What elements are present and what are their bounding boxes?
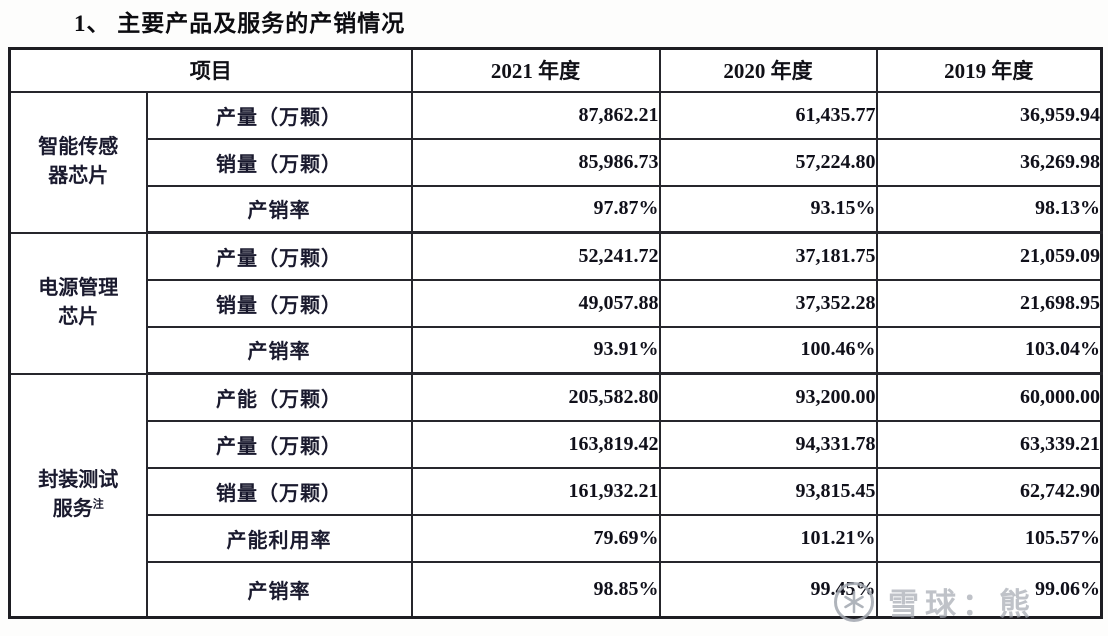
- value-2021: 161,932.21: [410, 466, 661, 516]
- value-2021: 85,986.73: [410, 137, 661, 187]
- value-2020: 93,200.00: [658, 372, 878, 422]
- value-2021: 205,582.80: [410, 372, 661, 422]
- row-label: 产销率: [145, 184, 413, 234]
- group-note-superscript: 注: [92, 498, 104, 511]
- value-2019: 21,059.09: [875, 231, 1103, 281]
- group-name: 电源管理芯片: [38, 277, 119, 328]
- row-label: 产量（万颗）: [145, 419, 413, 469]
- value-2019: 103.04%: [875, 325, 1103, 375]
- value-2021: 79.69%: [410, 513, 661, 563]
- production-sales-table: 项目 2021 年度 2020 年度 2019 年度 智能传感器芯片 产量（万颗…: [8, 47, 1103, 619]
- table-row: 销量（万颗） 161,932.21 93,815.45 62,742.90: [10, 466, 1103, 516]
- row-label: 产能利用率: [145, 513, 413, 563]
- group-name: 封装测试服务: [38, 469, 119, 521]
- value-2019: 21,698.95: [875, 278, 1103, 328]
- value-2020: 37,352.28: [658, 278, 878, 328]
- value-2020: 100.46%: [658, 325, 878, 375]
- table-row: 封装测试服务注 产能（万颗） 205,582.80 93,200.00 60,0…: [8, 372, 1103, 619]
- group-label-power-management-chip: 电源管理芯片: [8, 231, 148, 375]
- value-2021: 52,241.72: [410, 231, 661, 281]
- value-2019: 62,742.90: [875, 466, 1103, 516]
- group-label-packaging-testing-service: 封装测试服务注: [8, 372, 148, 619]
- group-name: 智能传感器芯片: [38, 136, 119, 187]
- table-row: 销量（万颗） 85,986.73 57,224.80 36,269.98: [10, 137, 1103, 187]
- value-2020: 37,181.75: [658, 231, 878, 281]
- row-label: 销量（万颗）: [145, 466, 413, 516]
- header-row: 项目 2021 年度 2020 年度 2019 年度: [8, 47, 1103, 93]
- value-2021: 98.85%: [410, 560, 661, 619]
- value-2019: 98.13%: [875, 184, 1103, 234]
- row-label: 产销率: [145, 325, 413, 375]
- value-2021: 93.91%: [410, 325, 661, 375]
- value-2020: 93,815.45: [658, 466, 878, 516]
- row-label: 销量（万颗）: [145, 137, 413, 187]
- value-2019: 36,269.98: [875, 137, 1103, 187]
- value-2020: 57,224.80: [658, 137, 878, 187]
- column-header-item: 项目: [8, 47, 413, 93]
- table-row: 产量（万颗） 163,819.42 94,331.78 63,339.21: [10, 419, 1103, 469]
- row-label: 产能（万颗）: [145, 372, 413, 422]
- value-2020: 99.45%: [658, 560, 878, 619]
- value-2020: 93.15%: [658, 184, 878, 234]
- row-label: 产量（万颗）: [145, 90, 413, 140]
- row-label: 销量（万颗）: [145, 278, 413, 328]
- value-2020: 94,331.78: [658, 419, 878, 469]
- value-2021: 87,862.21: [410, 90, 661, 140]
- page-title: 1、 主要产品及服务的产销情况: [74, 11, 406, 36]
- value-2019: 60,000.00: [875, 372, 1103, 422]
- value-2019: 105.57%: [875, 513, 1103, 563]
- row-label: 产销率: [145, 560, 413, 619]
- row-label: 产量（万颗）: [145, 231, 413, 281]
- table-row: 电源管理芯片 产量（万颗） 52,241.72 37,181.75 21,059…: [8, 231, 1103, 375]
- value-2020: 101.21%: [658, 513, 878, 563]
- value-2021: 49,057.88: [410, 278, 661, 328]
- column-header-2019: 2019 年度: [875, 47, 1103, 93]
- value-2020: 61,435.77: [658, 90, 878, 140]
- table-row: 产销率 98.85% 99.45% 99.06%: [10, 560, 1103, 619]
- value-2019: 36,959.94: [875, 90, 1103, 140]
- value-2021: 163,819.42: [410, 419, 661, 469]
- value-2019: 99.06%: [875, 560, 1103, 619]
- value-2019: 63,339.21: [875, 419, 1103, 469]
- table-row: 销量（万颗） 49,057.88 37,352.28 21,698.95: [10, 278, 1103, 328]
- column-header-2020: 2020 年度: [658, 47, 878, 93]
- table-row: 智能传感器芯片 产量（万颗） 87,862.21 61,435.77 36,95…: [8, 90, 1103, 234]
- value-2021: 97.87%: [410, 184, 661, 234]
- table-row: 产销率 97.87% 93.15% 98.13%: [10, 184, 1103, 234]
- group-label-smart-sensor-chip: 智能传感器芯片: [8, 90, 148, 234]
- column-header-2021: 2021 年度: [410, 47, 661, 93]
- table-row: 产销率 93.91% 100.46% 103.04%: [10, 325, 1103, 375]
- table-row: 产能利用率 79.69% 101.21% 105.57%: [10, 513, 1103, 563]
